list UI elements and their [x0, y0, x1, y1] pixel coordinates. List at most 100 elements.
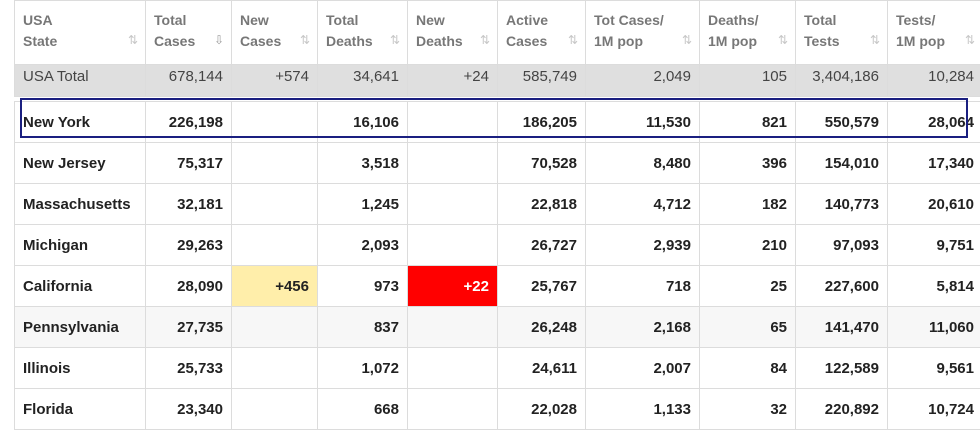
- new-deaths-cell: +22: [408, 266, 498, 307]
- total-deaths-cell: 34,641: [318, 65, 408, 97]
- deaths-per-1m-cell: 105: [700, 65, 796, 97]
- header-label: Cases: [240, 33, 281, 49]
- new-deaths-cell: [408, 184, 498, 225]
- cases-per-1m-cell: 1,133: [586, 389, 700, 430]
- new-cases-cell: +456: [232, 266, 318, 307]
- state-cell[interactable]: Pennsylvania: [15, 307, 146, 348]
- active-cases-cell: 22,818: [498, 184, 586, 225]
- total-deaths-cell: 3,518: [318, 143, 408, 184]
- sort-icon[interactable]: ⇅: [682, 30, 690, 51]
- active-cases-cell: 585,749: [498, 65, 586, 97]
- total-tests-cell: 154,010: [796, 143, 888, 184]
- total-cases-cell: 678,144: [146, 65, 232, 97]
- header-label: New: [416, 12, 445, 28]
- tests-per-1m-cell: 20,610: [888, 184, 980, 225]
- state-cell[interactable]: Michigan: [15, 225, 146, 266]
- active-cases-cell: 70,528: [498, 143, 586, 184]
- header-label: New: [240, 12, 269, 28]
- total-tests-cell: 227,600: [796, 266, 888, 307]
- state-cell[interactable]: California: [15, 266, 146, 307]
- header-cases-per-1m[interactable]: Tot Cases/1M pop⇅: [586, 1, 700, 65]
- new-cases-cell: [232, 225, 318, 266]
- active-cases-cell: 26,727: [498, 225, 586, 266]
- total-deaths-cell: 2,093: [318, 225, 408, 266]
- new-deaths-cell: [408, 225, 498, 266]
- sort-icon[interactable]: ⇅: [778, 30, 786, 51]
- sort-icon[interactable]: ⇅: [568, 30, 576, 51]
- total-tests-cell: 140,773: [796, 184, 888, 225]
- total-cases-cell: 29,263: [146, 225, 232, 266]
- new-deaths-cell: [408, 143, 498, 184]
- new-deaths-cell: [408, 102, 498, 143]
- sort-icon[interactable]: ⇅: [870, 30, 878, 51]
- deaths-per-1m-cell: 182: [700, 184, 796, 225]
- active-cases-cell: 24,611: [498, 348, 586, 389]
- deaths-per-1m-cell: 32: [700, 389, 796, 430]
- tests-per-1m-cell: 10,724: [888, 389, 980, 430]
- state-cell[interactable]: New York: [15, 102, 146, 143]
- total-deaths-cell: 837: [318, 307, 408, 348]
- active-cases-cell: 186,205: [498, 102, 586, 143]
- new-deaths-cell: +24: [408, 65, 498, 97]
- tests-per-1m-cell: 9,751: [888, 225, 980, 266]
- new-cases-cell: [232, 389, 318, 430]
- cases-per-1m-cell: 4,712: [586, 184, 700, 225]
- header-tests-per-1m[interactable]: Tests/1M pop⇅: [888, 1, 980, 65]
- state-cell[interactable]: New Jersey: [15, 143, 146, 184]
- deaths-per-1m-cell: 65: [700, 307, 796, 348]
- new-cases-cell: [232, 143, 318, 184]
- total-cases-cell: 27,735: [146, 307, 232, 348]
- cases-per-1m-cell: 2,939: [586, 225, 700, 266]
- total-cases-cell: 25,733: [146, 348, 232, 389]
- new-cases-cell: +574: [232, 65, 318, 97]
- sort-icon[interactable]: ⇅: [128, 30, 136, 51]
- sort-icon[interactable]: ⇅: [300, 30, 308, 51]
- header-label: Deaths/: [708, 12, 759, 28]
- new-deaths-cell: [408, 389, 498, 430]
- header-new-cases[interactable]: New Cases ⇅: [232, 1, 318, 65]
- state-cell[interactable]: Florida: [15, 389, 146, 430]
- active-cases-cell: 22,028: [498, 389, 586, 430]
- header-deaths-per-1m[interactable]: Deaths/1M pop⇅: [700, 1, 796, 65]
- state-cell[interactable]: Illinois: [15, 348, 146, 389]
- deaths-per-1m-cell: 25: [700, 266, 796, 307]
- tests-per-1m-cell: 10,284: [888, 65, 980, 97]
- cases-per-1m-cell: 2,007: [586, 348, 700, 389]
- state-cell: USA Total: [15, 65, 146, 97]
- sort-icon[interactable]: ⇅: [480, 30, 488, 51]
- tests-per-1m-cell: 11,060: [888, 307, 980, 348]
- new-cases-cell: [232, 184, 318, 225]
- header-label: 1M pop: [594, 33, 643, 49]
- sort-icon[interactable]: ⇅: [390, 30, 398, 51]
- total-tests-cell: 122,589: [796, 348, 888, 389]
- cases-per-1m-cell: 2,168: [586, 307, 700, 348]
- total-cases-cell: 75,317: [146, 143, 232, 184]
- new-cases-cell: [232, 102, 318, 143]
- header-label: Cases: [506, 33, 547, 49]
- sort-icon[interactable]: ⇅: [965, 30, 973, 51]
- deaths-per-1m-cell: 210: [700, 225, 796, 266]
- header-label: Deaths: [326, 33, 373, 49]
- deaths-per-1m-cell: 821: [700, 102, 796, 143]
- sort-desc-icon[interactable]: ⇩: [214, 30, 222, 51]
- state-cell[interactable]: Massachusetts: [15, 184, 146, 225]
- header-label: Total: [154, 12, 186, 28]
- active-cases-cell: 25,767: [498, 266, 586, 307]
- tests-per-1m-cell: 9,561: [888, 348, 980, 389]
- header-label: Total: [804, 12, 836, 28]
- header-label: 1M pop: [896, 33, 945, 49]
